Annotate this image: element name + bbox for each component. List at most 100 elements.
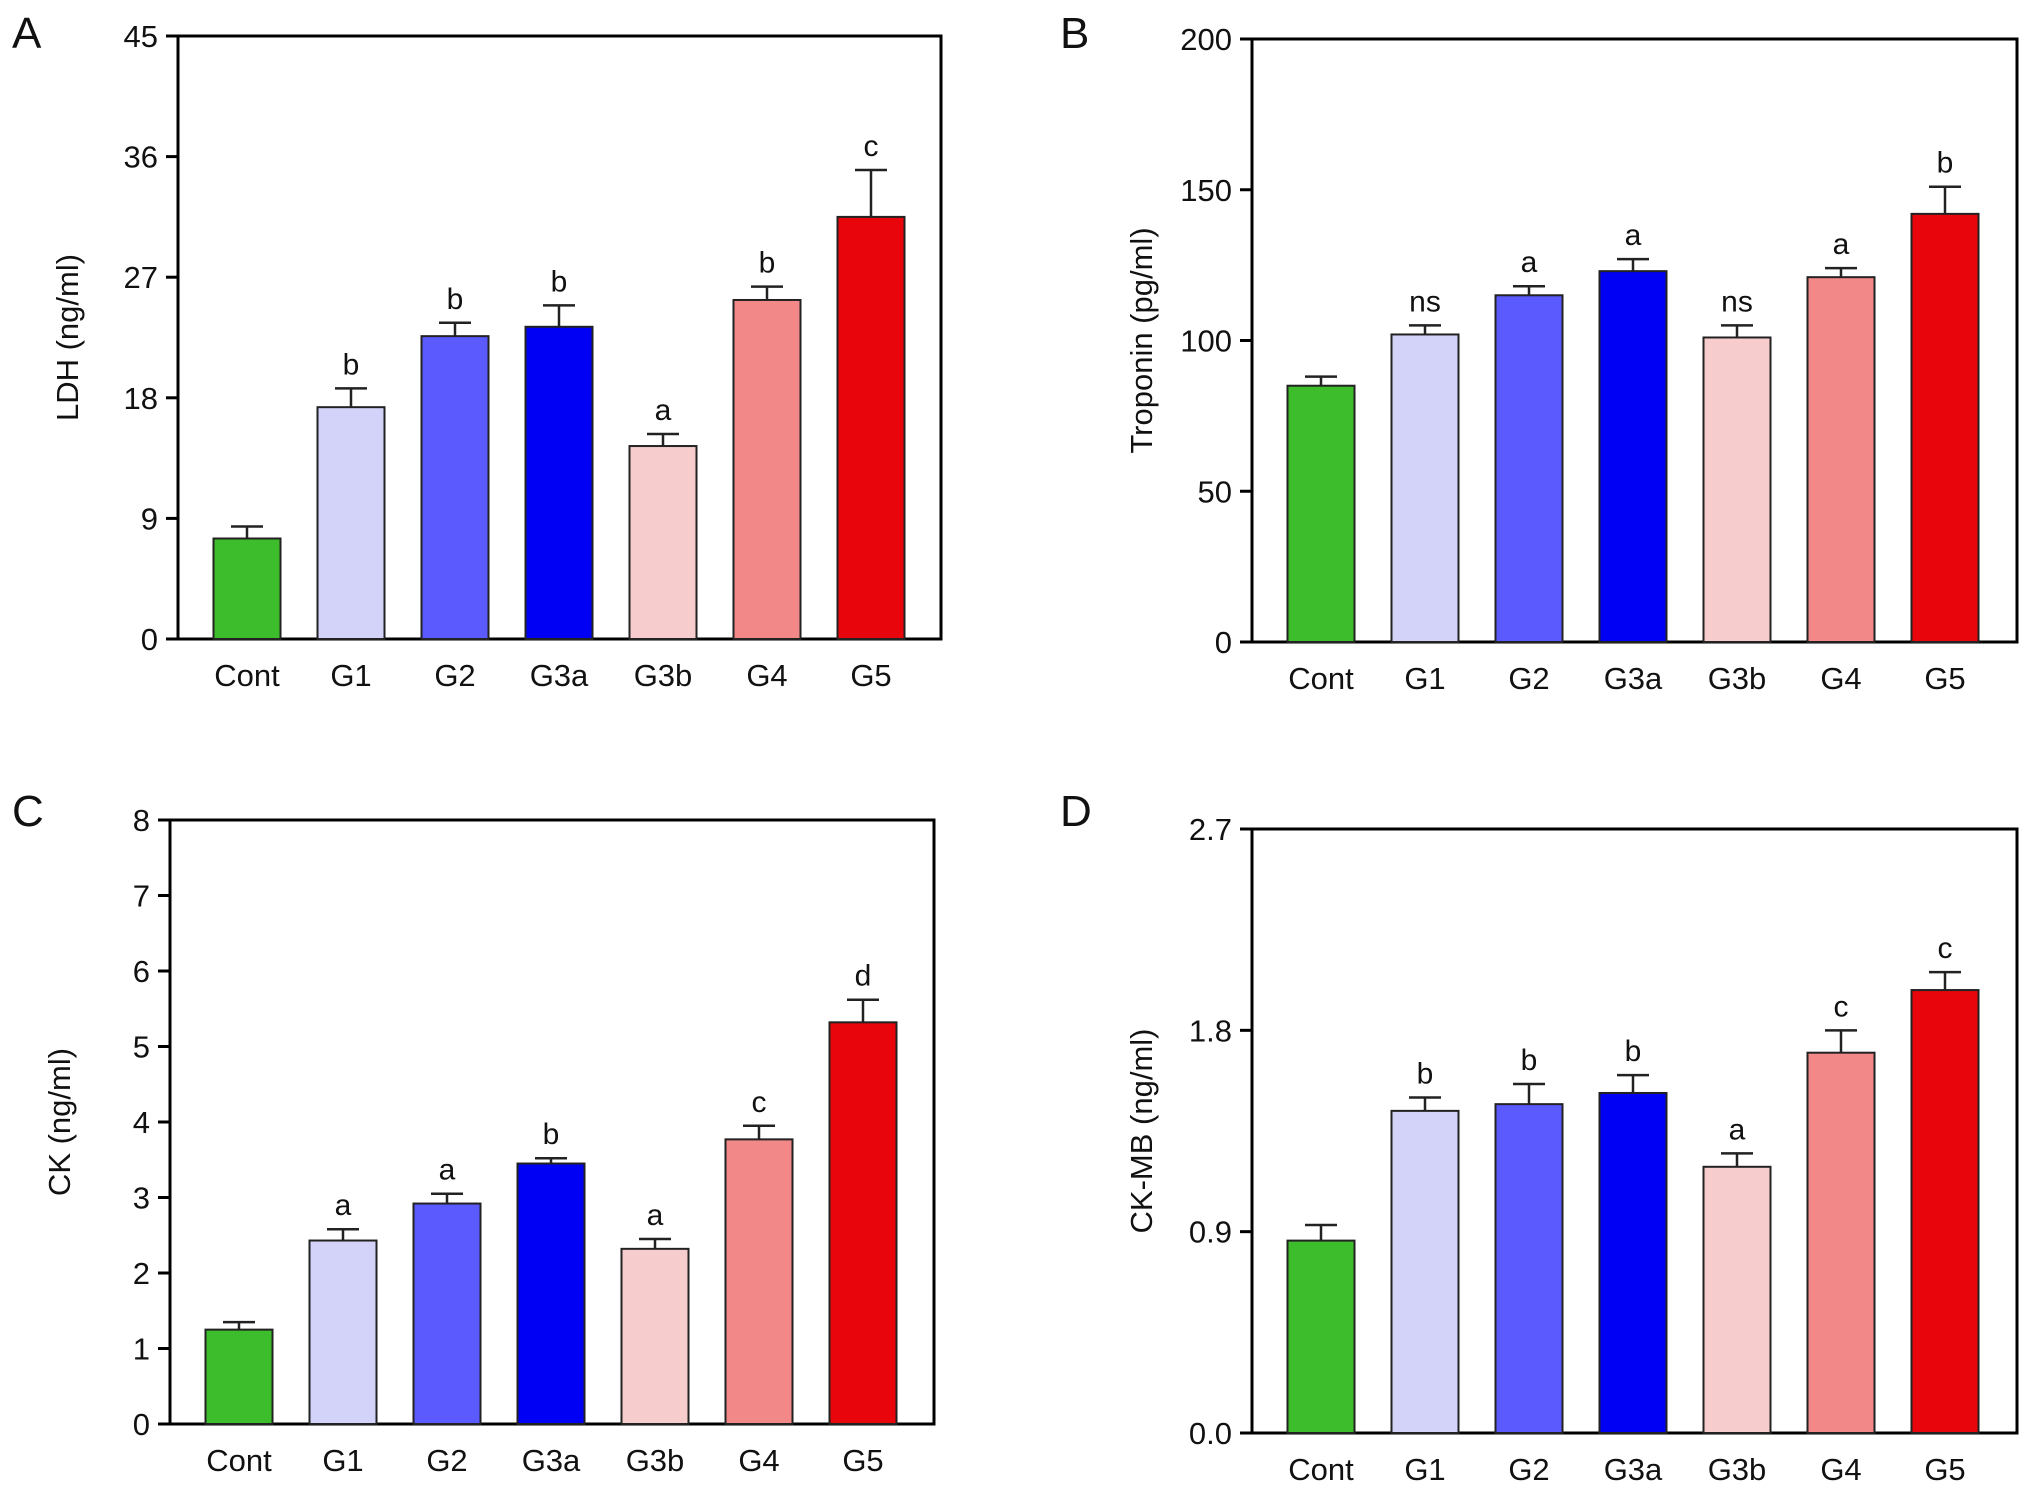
bar-G2 — [420, 335, 490, 640]
y-axis-label: LDH (ng/ml) — [50, 254, 85, 421]
bar-G1 — [316, 406, 386, 640]
panel-C: C 0 1 2 3 4 5 6 7 8 CK (ng/ml) Cont a G1 a G2 b G3a a G3b c G… — [12, 787, 936, 1478]
y-tick-label: 1.8 — [1189, 1013, 1232, 1048]
x-tick-label: G2 — [1508, 1452, 1549, 1487]
significance-label: b — [759, 247, 776, 280]
x-tick-label: G4 — [738, 1443, 779, 1478]
bar-G3b — [1702, 1165, 1772, 1434]
bar-G5 — [836, 215, 906, 640]
y-tick-label: 8 — [133, 803, 150, 838]
y-tick-label: 0 — [141, 622, 158, 657]
x-tick-label: G3b — [1708, 1452, 1767, 1487]
significance-label: b — [1937, 147, 1954, 180]
x-tick-label: G3a — [530, 658, 589, 693]
x-tick-label: G3a — [522, 1443, 581, 1478]
bar-G4 — [1806, 1051, 1876, 1435]
bar-G3b — [628, 445, 698, 641]
bar-G4 — [1806, 276, 1876, 643]
y-tick-label: 0.0 — [1189, 1416, 1232, 1451]
panel-label: A — [12, 9, 42, 58]
y-tick-label: 0 — [133, 1407, 150, 1442]
y-axis-label: CK-MB (ng/ml) — [1124, 1029, 1159, 1234]
x-tick-label: Cont — [1288, 661, 1354, 696]
y-tick-label: 9 — [141, 501, 158, 536]
bar-Cont — [1286, 1239, 1356, 1435]
x-tick-label: G3b — [1708, 661, 1767, 696]
significance-label: a — [1729, 1113, 1746, 1146]
y-tick-label: 100 — [1180, 324, 1232, 359]
panel-A: A 0 9 18 27 36 45 LDH (ng/ml) Cont b G1 b G2 b G3a a G3b… — [12, 9, 943, 693]
significance-label: d — [855, 960, 872, 993]
x-tick-label: G5 — [1924, 1452, 1965, 1487]
y-tick-label: 1 — [133, 1332, 150, 1367]
x-tick-label: G4 — [746, 658, 787, 693]
y-axis-label: CK (ng/ml) — [42, 1048, 77, 1196]
bar-G5 — [1910, 212, 1980, 643]
significance-label: a — [439, 1154, 456, 1187]
x-tick-label: G1 — [322, 1443, 363, 1478]
bar-Cont — [1286, 384, 1356, 643]
significance-label: c — [864, 130, 879, 163]
y-tick-label: 36 — [124, 140, 158, 175]
y-tick-label: 2 — [133, 1256, 150, 1291]
y-tick-label: 5 — [133, 1030, 150, 1065]
bar-G3a — [1598, 1091, 1668, 1434]
x-tick-label: G3a — [1604, 661, 1663, 696]
bar-G2 — [412, 1202, 482, 1426]
x-tick-label: G5 — [850, 658, 891, 693]
bar-G2 — [1494, 294, 1564, 643]
y-tick-label: 27 — [124, 260, 158, 295]
significance-label: a — [655, 394, 672, 427]
x-tick-label: Cont — [1288, 1452, 1354, 1487]
significance-label: c — [1834, 990, 1849, 1023]
y-tick-label: 2.7 — [1189, 812, 1232, 847]
x-tick-label: Cont — [214, 658, 280, 693]
y-tick-label: 150 — [1180, 173, 1232, 208]
significance-label: b — [551, 265, 568, 298]
x-tick-label: G4 — [1820, 1452, 1861, 1487]
bar-G3a — [524, 325, 594, 640]
significance-label: a — [1625, 219, 1642, 252]
y-tick-label: 0 — [1215, 625, 1232, 660]
bar-G3a — [516, 1162, 586, 1426]
bar-G4 — [724, 1138, 794, 1425]
significance-label: ns — [1721, 285, 1753, 318]
panel-label: D — [1060, 787, 1092, 836]
significance-label: b — [447, 283, 464, 316]
bar-G3b — [1702, 336, 1772, 643]
x-tick-label: G2 — [1508, 661, 1549, 696]
significance-label: b — [543, 1118, 560, 1151]
significance-label: ns — [1409, 285, 1441, 318]
significance-label: a — [335, 1189, 352, 1222]
x-tick-label: G5 — [842, 1443, 883, 1478]
y-axis-label: Troponin (pg/ml) — [1124, 227, 1159, 453]
significance-label: b — [1417, 1057, 1434, 1090]
x-tick-label: G3b — [626, 1443, 685, 1478]
bar-G1 — [308, 1239, 378, 1426]
bar-G5 — [828, 1021, 898, 1426]
significance-label: c — [1938, 932, 1953, 965]
bar-G1 — [1390, 1109, 1460, 1435]
x-tick-label: G4 — [1820, 661, 1861, 696]
y-tick-label: 200 — [1180, 22, 1232, 57]
x-tick-label: G5 — [1924, 661, 1965, 696]
bar-G1 — [1390, 333, 1460, 643]
x-tick-label: G1 — [1404, 1452, 1445, 1487]
y-tick-label: 6 — [133, 954, 150, 989]
x-tick-label: G1 — [1404, 661, 1445, 696]
x-tick-label: G3b — [634, 658, 693, 693]
panel-label: B — [1060, 9, 1089, 58]
x-tick-label: G2 — [434, 658, 475, 693]
significance-label: a — [1833, 228, 1850, 261]
significance-label: a — [1521, 246, 1538, 279]
significance-label: c — [752, 1086, 767, 1119]
x-tick-label: Cont — [206, 1443, 272, 1478]
bar-G2 — [1494, 1103, 1564, 1434]
y-tick-label: 45 — [124, 19, 158, 54]
y-tick-label: 0.9 — [1189, 1215, 1232, 1250]
bar-G3b — [620, 1247, 690, 1425]
x-tick-label: G3a — [1604, 1452, 1663, 1487]
significance-label: b — [1625, 1035, 1642, 1068]
y-tick-label: 7 — [133, 879, 150, 914]
